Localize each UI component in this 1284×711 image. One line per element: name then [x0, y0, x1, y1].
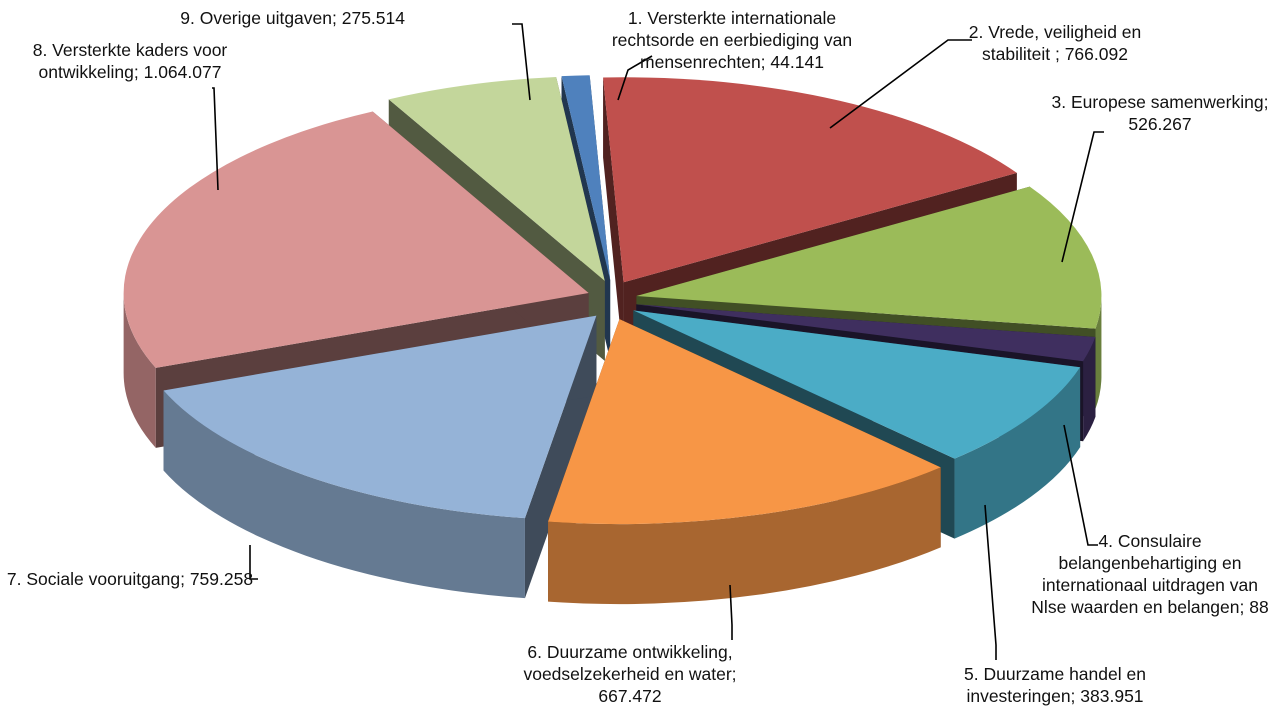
slice-data-label-line: 667.472 [598, 686, 661, 706]
slice-data-label: 3. Europese samenwerking; 526.267 [1052, 92, 1269, 134]
slice-data-label: 1. Versterkte internationale rechtsorde e… [612, 8, 852, 72]
pie-slice-top [123, 111, 589, 368]
leader-line [984, 504, 997, 660]
pie-slice-top [561, 75, 611, 281]
pie-slice-top [603, 77, 1017, 283]
slice-data-label-line: mensenrechten; 44.141 [640, 52, 824, 72]
pie-slice-wall [548, 467, 941, 605]
pie-slice [548, 319, 941, 605]
slice-data-label-line: 2. Vrede, veiligheid en [969, 22, 1142, 42]
leader-line [617, 55, 653, 101]
pie-slice-wall [163, 390, 525, 599]
slice-data-label: 7. Sociale vooruitgang; 759.258 [7, 569, 253, 589]
pie-slice-side [603, 77, 624, 363]
slice-data-label-line: investeringen; 383.951 [966, 686, 1143, 706]
slice-data-label-line: Nlse waarden en belangen; 88 [1031, 597, 1268, 617]
pie-slice-top [388, 76, 605, 281]
pie-slice-top [163, 315, 597, 519]
slice-data-label-line: stabiliteit ; 766.092 [982, 44, 1128, 64]
leader-line [212, 87, 219, 191]
slice-data-label-line: ontwikkeling; 1.064.077 [39, 62, 222, 82]
slice-data-label: 6. Duurzame ontwikkeling, voedselzekerhei… [523, 642, 736, 706]
slice-data-label: 2. Vrede, veiligheid en stabiliteit ; 766… [969, 22, 1142, 64]
slice-data-label-line: 5. Duurzame handel en [964, 664, 1146, 684]
slice-data-label-line: 526.267 [1128, 114, 1191, 134]
slice-data-label: 5. Duurzame handel en investeringen; 383.… [964, 664, 1146, 706]
pie-slice-top [633, 310, 1081, 459]
leader-line [829, 39, 972, 129]
leader-line [1061, 131, 1104, 263]
leader-line [249, 545, 258, 580]
slice-data-label-line: 6. Duurzame ontwikkeling, [527, 642, 732, 662]
slice-data-label: 9. Overige uitgaven; 275.514 [180, 8, 405, 28]
slice-data-label-line: internationaal uitdragen van [1042, 575, 1258, 595]
slice-data-label-line: 8. Versterkte kaders voor [33, 40, 228, 60]
slice-data-label-line: rechtsorde en eerbiediging van [612, 30, 852, 50]
leader-line [729, 584, 733, 640]
data-labels: 1. Versterkte internationale rechtsorde e… [7, 8, 1269, 706]
pie-slice-top [548, 319, 941, 525]
pie-slices [123, 75, 1102, 605]
slice-data-label-line: voedselzekerheid en water; [523, 664, 736, 684]
pie-slice-wall [123, 293, 156, 448]
slice-data-label-line: 1. Versterkte internationale [628, 8, 836, 28]
leader-line [1063, 424, 1098, 546]
pie-slice-wall [1083, 337, 1096, 442]
pie-slice-wall [954, 367, 1081, 539]
pie-slice-top [636, 304, 1096, 362]
leader-line [512, 23, 531, 101]
pie-slice-wall [1095, 297, 1102, 409]
pie-slice [163, 315, 597, 599]
slice-data-label-line: 7. Sociale vooruitgang; 759.258 [7, 569, 253, 589]
slice-data-label-line: 9. Overige uitgaven; 275.514 [180, 8, 405, 28]
slice-data-label: 8. Versterkte kaders voor ontwikkeling; 1… [33, 40, 228, 82]
slice-data-label-line: 3. Europese samenwerking; [1052, 92, 1269, 112]
slice-data-label: 4. Consulaire belangenbehartiging en inter… [1031, 531, 1268, 617]
slice-data-label-line: 4. Consulaire [1098, 531, 1201, 551]
slice-data-label-line: belangenbehartiging en [1059, 553, 1242, 573]
pie-slice-top [636, 186, 1102, 329]
leader-lines [212, 23, 1104, 660]
